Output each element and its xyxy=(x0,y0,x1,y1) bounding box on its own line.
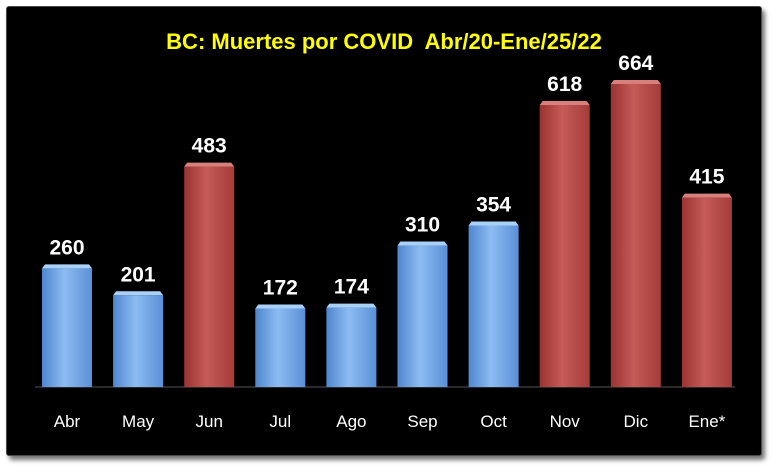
x-tick-label: Ene* xyxy=(688,412,725,431)
bar-sep xyxy=(397,245,448,387)
bar-top-bevel xyxy=(113,291,164,296)
data-label: 354 xyxy=(476,193,511,216)
x-tick-label: Ago xyxy=(336,412,366,431)
bar-top-bevel xyxy=(610,80,661,85)
x-tick-label: Dic xyxy=(624,412,649,431)
data-label: 415 xyxy=(689,166,724,189)
bar-top-bevel xyxy=(468,221,519,226)
bar-dic xyxy=(610,84,661,388)
data-label: 483 xyxy=(192,135,227,158)
x-tick-label: May xyxy=(122,412,155,431)
x-tick-label: Jul xyxy=(269,412,291,431)
data-label: 201 xyxy=(121,263,156,286)
data-label: 618 xyxy=(547,73,582,96)
bar-ene xyxy=(681,197,732,387)
bar-nov xyxy=(539,105,590,388)
bar-top-bevel xyxy=(255,304,306,309)
bar-top-bevel xyxy=(326,303,377,308)
chart-title: BC: Muertes por COVID Abr/20-Ene/25/22 xyxy=(166,29,602,54)
data-label: 174 xyxy=(334,276,369,299)
x-tick-label: Nov xyxy=(550,412,581,431)
bar-top-bevel xyxy=(539,101,590,106)
bar-top-bevel xyxy=(397,241,448,246)
data-label: 664 xyxy=(618,52,653,75)
x-tick-label: Jun xyxy=(195,412,222,431)
x-tick-label: Sep xyxy=(407,412,437,431)
bar-jul xyxy=(255,308,306,387)
x-tick-label: Abr xyxy=(54,412,81,431)
data-label: 172 xyxy=(263,277,298,300)
bar-abr xyxy=(42,268,92,387)
bar-chart: 260 Abr 201 May 483 Jun 172 Jul 174 Ago 310 Sep 354 O… xyxy=(35,52,735,431)
bar-top-bevel xyxy=(184,162,235,167)
bar-oct xyxy=(468,225,519,387)
bar-may xyxy=(113,295,164,387)
data-label: 260 xyxy=(49,236,84,259)
bar-jun xyxy=(184,166,235,387)
chart-frame: BC: Muertes por COVID Abr/20-Ene/25/22 2… xyxy=(6,6,762,456)
bar-ago xyxy=(326,307,377,387)
x-tick-label: Oct xyxy=(480,412,507,431)
bar-top-bevel xyxy=(42,264,92,269)
bar-top-bevel xyxy=(681,193,732,198)
data-label: 310 xyxy=(405,214,440,237)
